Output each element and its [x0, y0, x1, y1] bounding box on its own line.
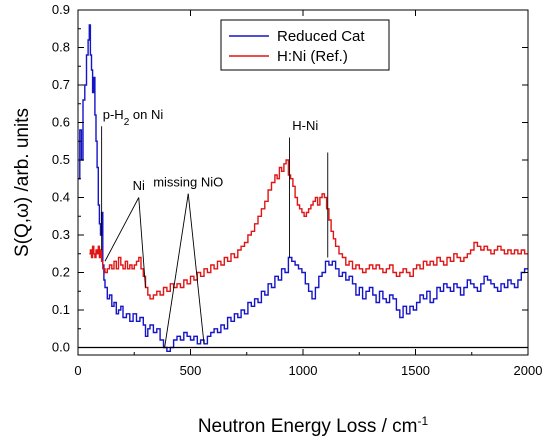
x-axis-title: Neutron Energy Loss / cm-1: [198, 414, 429, 437]
series-lines: [78, 24, 528, 352]
x-axis-title-main: Neutron Energy Loss / cm: [198, 416, 418, 437]
legend-box: [220, 19, 390, 71]
annotation-leader: [187, 193, 205, 344]
annotation-leader: [138, 197, 146, 288]
y-tick-label: 0.4: [52, 190, 70, 205]
y-tick-label: 0.6: [52, 115, 70, 130]
annotation-leader: [104, 197, 140, 262]
series-line-h-ni-ref: [89, 159, 528, 300]
series-line-reduced-cat: [78, 24, 528, 352]
x-axis-title-sup: -1: [417, 414, 428, 428]
y-tick-label: 0.9: [52, 2, 70, 17]
y-tick-label: 0.0: [52, 340, 70, 355]
annotation-h-ni: H-Ni: [292, 118, 318, 133]
annotation-missing-nio: missing NiO: [153, 174, 223, 189]
y-tick-label: 0.1: [52, 302, 70, 317]
x-tick-label: 1500: [401, 363, 430, 378]
annotation-leader: [164, 193, 189, 348]
legend-label: H:Ni (Ref.): [277, 48, 348, 65]
y-tick-label: 0.5: [52, 152, 70, 167]
x-tick-label: 0: [74, 363, 81, 378]
axis-ticks: 0 500 1000 1500 2000 0.0 0.1 0.2 0.3 0.4 0.5 0.6 0.7…: [52, 2, 543, 378]
y-axis-title: S(Q,ω) /arb. units: [12, 108, 33, 257]
x-tick-label: 500: [180, 363, 202, 378]
legend-label: Reduced Cat: [277, 28, 365, 45]
y-tick-label: 0.7: [52, 77, 70, 92]
annotation-ni: Ni: [133, 178, 145, 193]
y-tick-label: 0.2: [52, 265, 70, 280]
x-tick-label: 1000: [289, 363, 318, 378]
annotation-p-h2: p-H2 on Ni: [103, 107, 164, 128]
y-tick-label: 0.3: [52, 227, 70, 242]
y-tick-label: 0.8: [52, 40, 70, 55]
annotations: p-H2 on Ni Ni missing NiO H-Ni: [101, 107, 329, 348]
x-tick-label: 2000: [514, 363, 543, 378]
legend: Reduced Cat H:Ni (Ref.): [220, 19, 390, 71]
